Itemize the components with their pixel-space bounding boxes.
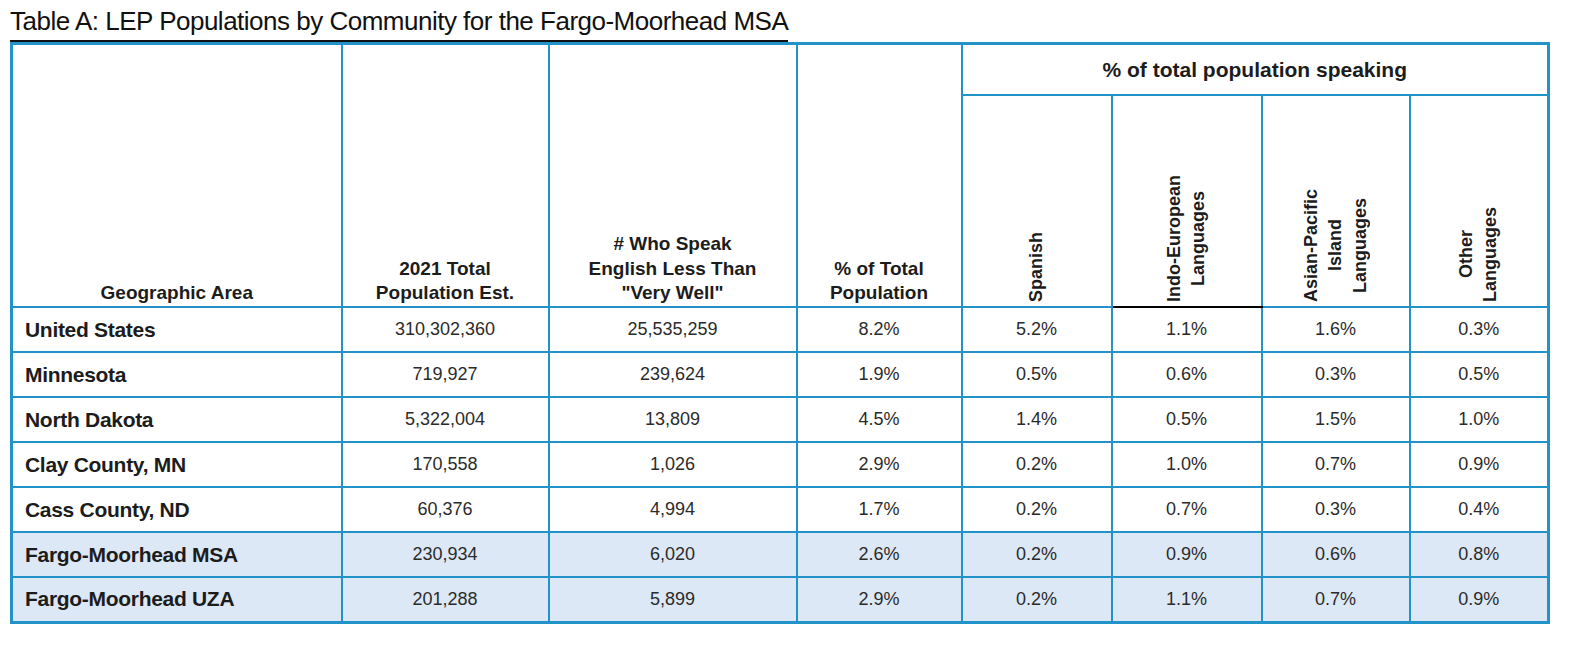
- header-spanish: Spanish: [962, 95, 1112, 307]
- table-row-cass-county: Cass County, ND 60,376 4,994 1.7% 0.2% 0…: [12, 487, 1549, 532]
- cell-pct-total: 2.9%: [797, 442, 962, 487]
- cell-pct-other: 0.5%: [1410, 352, 1549, 397]
- header-row-top: Geographic Area 2021 Total Population Es…: [12, 44, 1549, 96]
- table-row-united-states: United States 310,302,360 25,535,259 8.2…: [12, 307, 1549, 352]
- cell-pct-total: 1.7%: [797, 487, 962, 532]
- cell-pct-other: 0.9%: [1410, 577, 1549, 622]
- cell-pct-indo-european: 0.9%: [1112, 532, 1262, 577]
- cell-pct-other: 0.4%: [1410, 487, 1549, 532]
- cell-pct-total: 2.9%: [797, 577, 962, 622]
- cell-pct-total: 2.6%: [797, 532, 962, 577]
- cell-lep-speakers: 5,899: [549, 577, 797, 622]
- header-indo-european: Indo-European Languages: [1112, 95, 1262, 307]
- cell-pct-indo-european: 0.7%: [1112, 487, 1262, 532]
- header-other-languages-label: Other Languages: [1454, 207, 1503, 302]
- cell-pct-indo-european: 0.5%: [1112, 397, 1262, 442]
- cell-lep-speakers: 239,624: [549, 352, 797, 397]
- table-row-north-dakota: North Dakota 5,322,004 13,809 4.5% 1.4% …: [12, 397, 1549, 442]
- cell-pct-asian-pacific: 0.7%: [1262, 442, 1410, 487]
- cell-pct-spanish: 0.5%: [962, 352, 1112, 397]
- cell-pct-spanish: 1.4%: [962, 397, 1112, 442]
- header-lep-speakers: # Who Speak English Less Than "Very Well…: [549, 44, 797, 308]
- cell-pct-asian-pacific: 1.5%: [1262, 397, 1410, 442]
- cell-pct-spanish: 0.2%: [962, 442, 1112, 487]
- header-other-languages: Other Languages: [1410, 95, 1549, 307]
- table-row-clay-county: Clay County, MN 170,558 1,026 2.9% 0.2% …: [12, 442, 1549, 487]
- cell-total-population: 170,558: [342, 442, 549, 487]
- cell-pct-total: 4.5%: [797, 397, 962, 442]
- cell-pct-spanish: 0.2%: [962, 487, 1112, 532]
- cell-area: Fargo-Moorhead UZA: [12, 577, 342, 622]
- cell-pct-total: 1.9%: [797, 352, 962, 397]
- cell-area: Clay County, MN: [12, 442, 342, 487]
- cell-total-population: 5,322,004: [342, 397, 549, 442]
- cell-area: Fargo-Moorhead MSA: [12, 532, 342, 577]
- cell-total-population: 310,302,360: [342, 307, 549, 352]
- table-row-minnesota: Minnesota 719,927 239,624 1.9% 0.5% 0.6%…: [12, 352, 1549, 397]
- cell-pct-indo-european: 1.1%: [1112, 577, 1262, 622]
- cell-pct-indo-european: 1.1%: [1112, 307, 1262, 352]
- header-pct-total-population: % of Total Population: [797, 44, 962, 308]
- cell-pct-asian-pacific: 0.7%: [1262, 577, 1410, 622]
- cell-area: Cass County, ND: [12, 487, 342, 532]
- header-spanish-label: Spanish: [1024, 232, 1048, 302]
- cell-lep-speakers: 13,809: [549, 397, 797, 442]
- cell-lep-speakers: 25,535,259: [549, 307, 797, 352]
- lep-populations-table: Geographic Area 2021 Total Population Es…: [10, 42, 1550, 624]
- header-total-population: 2021 Total Population Est.: [342, 44, 549, 308]
- header-asian-pacific-label: Asian-Pacific Island Languages: [1299, 189, 1372, 302]
- document-page: Table A: LEP Populations by Community fo…: [0, 0, 1580, 659]
- cell-area: Minnesota: [12, 352, 342, 397]
- header-geographic-area: Geographic Area: [12, 44, 342, 308]
- cell-pct-asian-pacific: 1.6%: [1262, 307, 1410, 352]
- header-asian-pacific: Asian-Pacific Island Languages: [1262, 95, 1410, 307]
- table-row-fargo-moorhead-uza: Fargo-Moorhead UZA 201,288 5,899 2.9% 0.…: [12, 577, 1549, 622]
- cell-area: North Dakota: [12, 397, 342, 442]
- cell-pct-asian-pacific: 0.3%: [1262, 487, 1410, 532]
- cell-pct-indo-european: 1.0%: [1112, 442, 1262, 487]
- table-row-fargo-moorhead-msa: Fargo-Moorhead MSA 230,934 6,020 2.6% 0.…: [12, 532, 1549, 577]
- cell-total-population: 201,288: [342, 577, 549, 622]
- table-title: Table A: LEP Populations by Community fo…: [10, 6, 788, 42]
- cell-pct-spanish: 5.2%: [962, 307, 1112, 352]
- cell-pct-asian-pacific: 0.3%: [1262, 352, 1410, 397]
- cell-pct-asian-pacific: 0.6%: [1262, 532, 1410, 577]
- cell-pct-other: 0.3%: [1410, 307, 1549, 352]
- cell-pct-other: 1.0%: [1410, 397, 1549, 442]
- cell-lep-speakers: 1,026: [549, 442, 797, 487]
- cell-pct-total: 8.2%: [797, 307, 962, 352]
- header-indo-european-label: Indo-European Languages: [1162, 175, 1211, 302]
- cell-pct-other: 0.8%: [1410, 532, 1549, 577]
- cell-lep-speakers: 4,994: [549, 487, 797, 532]
- cell-pct-indo-european: 0.6%: [1112, 352, 1262, 397]
- cell-total-population: 719,927: [342, 352, 549, 397]
- cell-pct-spanish: 0.2%: [962, 577, 1112, 622]
- cell-total-population: 60,376: [342, 487, 549, 532]
- cell-pct-spanish: 0.2%: [962, 532, 1112, 577]
- cell-pct-other: 0.9%: [1410, 442, 1549, 487]
- cell-area: United States: [12, 307, 342, 352]
- cell-lep-speakers: 6,020: [549, 532, 797, 577]
- cell-total-population: 230,934: [342, 532, 549, 577]
- header-speaking-group: % of total population speaking: [962, 44, 1549, 96]
